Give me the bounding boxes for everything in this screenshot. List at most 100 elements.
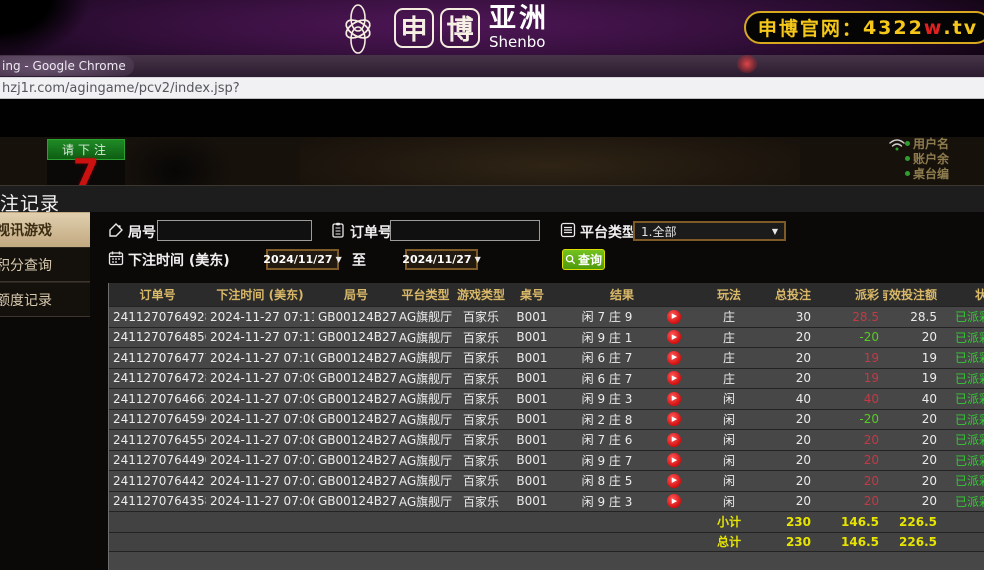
round-cell: GB00124B270I0 — [318, 473, 398, 488]
sidebar-item[interactable]: 积分查询 — [0, 247, 90, 282]
replay-button[interactable]: ▶ — [667, 309, 681, 324]
red-indicator-dot — [737, 55, 757, 73]
order-number-input[interactable] — [390, 220, 540, 241]
total-label: 总计 — [716, 535, 741, 550]
total-bet-cell: 20 — [795, 494, 811, 509]
valid-bet-cell: 20 — [921, 494, 937, 509]
table-row: 241127076477759 2024-11-27 07:10:20 GB00… — [109, 347, 984, 368]
official-site-w: w — [923, 16, 944, 39]
table-row: 241127076435849 2024-11-27 07:06:34 GB00… — [109, 490, 984, 512]
order-cell: 241127076472814 — [113, 371, 206, 386]
status-cell: 已派彩 — [955, 351, 984, 366]
chrome-window-title: ing - Google Chrome — [2, 59, 126, 73]
round-number-input[interactable] — [157, 220, 312, 241]
play-cell: ▶ — [659, 471, 689, 491]
game-cell: 百家乐 — [462, 433, 499, 448]
game-cell: 百家乐 — [462, 474, 499, 489]
replay-button[interactable]: ▶ — [667, 494, 681, 509]
hud-lines: 用户名 账户余 桌台编 — [905, 137, 949, 182]
result-cell: 闲 7 庄 6 — [581, 433, 633, 448]
col-header-platform: 平台类型 — [401, 288, 450, 302]
side-cell: 闲 — [722, 453, 735, 468]
chrome-urlbar[interactable]: hzj1r.com/agingame/pcv2/index.jsp? — [0, 77, 984, 99]
valid-bet-cell: 20 — [921, 473, 937, 488]
replay-button[interactable]: ▶ — [667, 412, 681, 427]
total-row: 总计 230 146.5 226.5 — [109, 531, 984, 552]
total-bet-cell: 20 — [795, 350, 811, 365]
total-bet-cell: 20 — [795, 371, 811, 386]
status-cell: 已派彩 — [955, 412, 984, 427]
date-from-picker[interactable]: 2024/11/27 ▼ — [263, 249, 342, 270]
chrome-titlebar[interactable]: ing - Google Chrome — [0, 55, 984, 77]
replay-button[interactable]: ▶ — [667, 371, 681, 386]
col-header-round: 局号 — [343, 288, 368, 302]
replay-button[interactable]: ▶ — [667, 330, 681, 345]
chrome-title-bubble — [0, 56, 134, 76]
official-site-tld: .tv — [943, 16, 979, 39]
col-header-order: 订单号 — [139, 288, 176, 302]
official-site-number: 4322 — [862, 16, 924, 39]
date-from-value: 2024/11/27 — [263, 253, 333, 266]
play-cell: ▶ — [659, 389, 689, 409]
platform-cell: AG旗舰厅 — [398, 412, 453, 427]
result-cell: 闲 8 庄 5 — [581, 474, 633, 489]
platform-cell: AG旗舰厅 — [398, 371, 453, 386]
table-row: 241127076485674 2024-11-27 07:11:02 GB00… — [109, 326, 984, 348]
play-cell: ▶ — [659, 430, 689, 450]
search-icon — [565, 254, 576, 265]
subtotal-label: 小计 — [716, 515, 741, 530]
platform-cell: AG旗舰厅 — [398, 433, 453, 448]
game-cell: 百家乐 — [462, 392, 499, 407]
platform-type-select[interactable]: 1.全部 ▼ — [633, 221, 786, 241]
side-cell: 庄 — [722, 330, 735, 345]
date-to-value: 2024/11/27 — [402, 253, 472, 266]
order-cell: 241127076492873 — [113, 309, 206, 324]
logo-char-bo: 博 — [440, 7, 480, 48]
replay-button[interactable]: ▶ — [667, 453, 681, 468]
payout-cell: -20 — [859, 330, 879, 345]
replay-button[interactable]: ▶ — [667, 473, 681, 488]
result-cell: 闲 9 庄 7 — [581, 453, 633, 468]
total-bet-cell: 20 — [795, 453, 811, 468]
col-header-game: 游戏类型 — [456, 288, 505, 302]
round-cell: GB00124B270I1 — [318, 453, 398, 468]
replay-button[interactable]: ▶ — [667, 432, 681, 447]
chevron-down-icon: ▼ — [335, 255, 342, 264]
logo-subtitle: Shenbo — [489, 33, 546, 51]
hud-line: 桌台编 — [905, 167, 949, 182]
table-row: 241127076472814 2024-11-27 07:09:53 GB00… — [109, 367, 984, 389]
total-total-bet: 230 — [785, 534, 811, 549]
site-header: 申 博 亚洲 Shenbo 申博官网： 4322 w .tv — [0, 0, 984, 55]
play-cell: ▶ — [659, 451, 689, 471]
table-header-row: 订单号 下注时间 (美东) 局号 平台类型 游戏类型 桌号 结果 玩法 总投注 … — [109, 283, 984, 306]
table-no-cell: B001 — [516, 432, 548, 447]
time-cell: 2024-11-27 07:06:34 — [210, 494, 314, 509]
sidebar-item[interactable]: 额度记录 — [0, 282, 90, 317]
time-cell: 2024-11-27 07:07:42 — [210, 453, 314, 468]
subtotal-valid-bet: 226.5 — [899, 514, 937, 529]
date-to-picker[interactable]: 2024/11/27 ▼ — [402, 249, 481, 270]
bet-prompt-label: 请下注 — [47, 139, 125, 160]
payout-cell: 20 — [863, 473, 879, 488]
side-cell: 闲 — [722, 494, 735, 509]
time-cell: 2024-11-27 07:08:15 — [210, 432, 314, 447]
play-cell: ▶ — [659, 492, 689, 512]
platform-type-label: 平台类型 — [580, 225, 636, 241]
replay-button[interactable]: ▶ — [667, 350, 681, 365]
time-cell: 2024-11-27 07:10:20 — [210, 350, 314, 365]
round-cell: GB00124B270I8 — [318, 309, 398, 324]
logo-region-label: 亚洲 — [489, 3, 549, 34]
time-cell: 2024-11-27 07:11:34 — [210, 309, 314, 324]
side-cell: 闲 — [722, 433, 735, 448]
game-cell: 百家乐 — [462, 412, 499, 427]
sidebar-item[interactable]: 视讯游戏 — [0, 212, 116, 248]
payout-cell: 40 — [863, 391, 879, 406]
table-no-cell: B001 — [516, 350, 548, 365]
total-bet-cell: 20 — [795, 473, 811, 488]
round-cell: GB00124B270I2 — [318, 432, 398, 447]
result-cell: 闲 9 庄 1 — [581, 330, 633, 345]
col-header-side: 玩法 — [716, 288, 741, 302]
list-icon — [560, 222, 576, 238]
search-button[interactable]: 查询 — [562, 249, 605, 270]
replay-button[interactable]: ▶ — [667, 391, 681, 406]
